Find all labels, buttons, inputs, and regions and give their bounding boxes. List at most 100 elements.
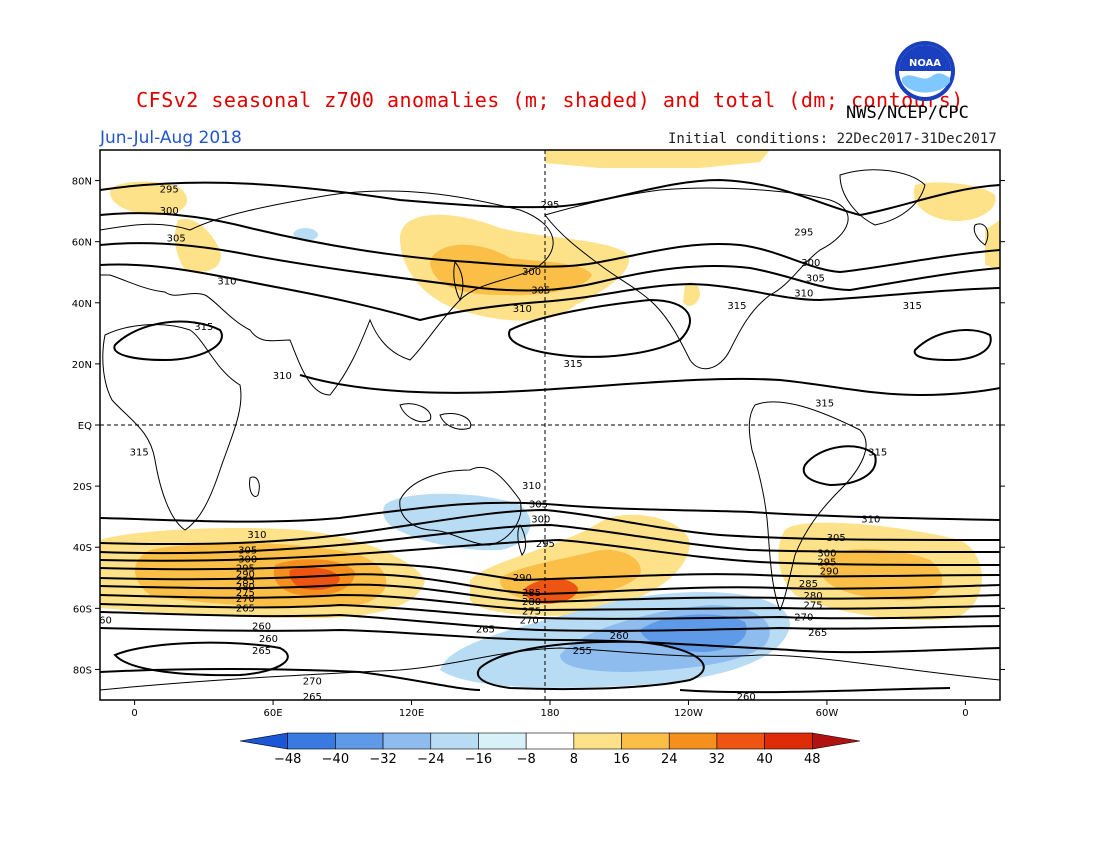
contour-label: 265 (236, 603, 255, 614)
contour-label: 315 (130, 448, 149, 459)
colorbar-label: −48 (274, 752, 301, 767)
contour-label: 275 (522, 606, 541, 617)
contour-label: 315 (564, 359, 583, 370)
coastline-british-isles (973, 223, 989, 246)
coastline-new-zealand (517, 524, 527, 556)
colorbar-label: 48 (804, 752, 821, 767)
contour-label: 310 (217, 276, 236, 287)
contour-label: 295 (536, 539, 555, 550)
colorbar-swatch (335, 732, 384, 750)
colorbar-swatch (621, 732, 670, 750)
contour-label: 310 (522, 481, 541, 492)
colorbar-swatch (764, 732, 813, 750)
contour-label: 310 (861, 515, 880, 526)
lat-label: 20S (73, 482, 92, 493)
contour-nh-315-loop-c (508, 298, 691, 358)
contour-nh-315-loop-a (113, 320, 223, 362)
anomaly-positive-pacific-core (430, 244, 592, 296)
contour-label: 275 (236, 588, 255, 599)
contour-nh-315-loop-b (913, 329, 992, 362)
contour-label: 310 (273, 371, 292, 382)
coastline-indonesia (399, 403, 472, 430)
contour-label: 300 (531, 515, 550, 526)
colorbar-swatch (382, 732, 432, 750)
initial-conditions: Initial conditions: 22Dec2017-31Dec2017 (668, 131, 997, 147)
contour-label: 270 (236, 594, 255, 605)
contour-sh-285 (100, 573, 1000, 596)
contour-nh-315 (299, 374, 1000, 397)
colorbar-swatch (239, 732, 288, 750)
contour-sh-265-loop (100, 668, 481, 691)
lon-label: 0 (131, 708, 137, 719)
anomaly-positive-south-indian-max (289, 567, 340, 590)
contour-sh-295 (100, 538, 1000, 566)
contour-sh-280 (100, 583, 1000, 604)
contour-label: 255 (573, 646, 592, 657)
contour-label: 295 (794, 228, 813, 239)
contour-label: 305 (806, 273, 825, 284)
contour-label: 285 (236, 576, 255, 587)
anomaly-positive-arctic (545, 150, 770, 168)
contour-label: 305 (531, 286, 550, 297)
contour-label: 265 (476, 625, 495, 636)
colorbar-swatch (525, 732, 575, 750)
coastline-australia (399, 466, 522, 546)
colorbar-label: −32 (369, 752, 396, 767)
colorbar-label: −8 (517, 752, 536, 767)
contour-label: 315 (727, 301, 746, 312)
contour-label: 270 (303, 677, 322, 688)
contour-label: 315 (815, 399, 834, 410)
contour-label: 260 (252, 622, 271, 633)
contour-label: 310 (513, 304, 532, 315)
anomaly-positive-canada (683, 282, 700, 306)
contour-sh-260-south (679, 687, 951, 694)
contour-label: 260 (93, 616, 112, 627)
logo-text: NOAA (909, 58, 941, 69)
anomaly-positive-europe (110, 181, 188, 215)
colorbar-swatch (287, 732, 336, 750)
contour-label: 305 (827, 533, 846, 544)
lon-label: 180 (540, 708, 559, 719)
colorbar: −48 −40 −32 −24 −16 −8 8 16 24 32 40 48 (239, 732, 861, 767)
colorbar-label: −24 (417, 752, 444, 767)
lon-label: 60E (264, 708, 283, 719)
colorbar-label: −40 (322, 752, 349, 767)
contour-nh-295 (100, 178, 1000, 217)
colorbar-swatch (668, 732, 718, 750)
coastline-japan (453, 260, 464, 302)
contour-sh-260 (100, 627, 1000, 654)
contour-label: 310 (794, 289, 813, 300)
anomaly-positive-eurasia (174, 219, 221, 272)
lat-label: 20N (72, 360, 92, 371)
coastline-africa (102, 324, 242, 531)
contour-label: 260 (259, 634, 278, 645)
contour-label: 280 (522, 597, 541, 608)
coastline-eurasia (100, 190, 554, 396)
lat-label: 40S (73, 543, 92, 554)
contour-sh-270 (100, 603, 1000, 620)
contour-label: 315 (903, 301, 922, 312)
contour-label: 265 (303, 692, 322, 703)
colorbar-swatch (573, 732, 622, 750)
contour-label: 285 (799, 579, 818, 590)
lon-label: 60W (816, 708, 839, 719)
lat-label: EQ (78, 421, 92, 432)
contour-sh-315-loop-a (802, 445, 877, 487)
colorbar-label: 16 (613, 752, 630, 767)
contour-label: 280 (236, 582, 255, 593)
coastline-madagascar (249, 476, 260, 497)
contour-nh-300 (100, 212, 1000, 274)
contour-sh-290 (100, 562, 1000, 582)
lat-label: 80S (73, 665, 92, 676)
lon-label: 120W (674, 708, 703, 719)
contour-label: 260 (737, 692, 756, 703)
lat-label: 80N (72, 177, 92, 188)
contour-label: 300 (522, 267, 541, 278)
coastlines (100, 169, 1000, 691)
colorbar-label: 32 (709, 752, 726, 767)
contour-label: 260 (610, 631, 629, 642)
colorbar-label: 24 (661, 752, 678, 767)
contour-label: 280 (804, 591, 823, 602)
lon-label: 120E (399, 708, 424, 719)
